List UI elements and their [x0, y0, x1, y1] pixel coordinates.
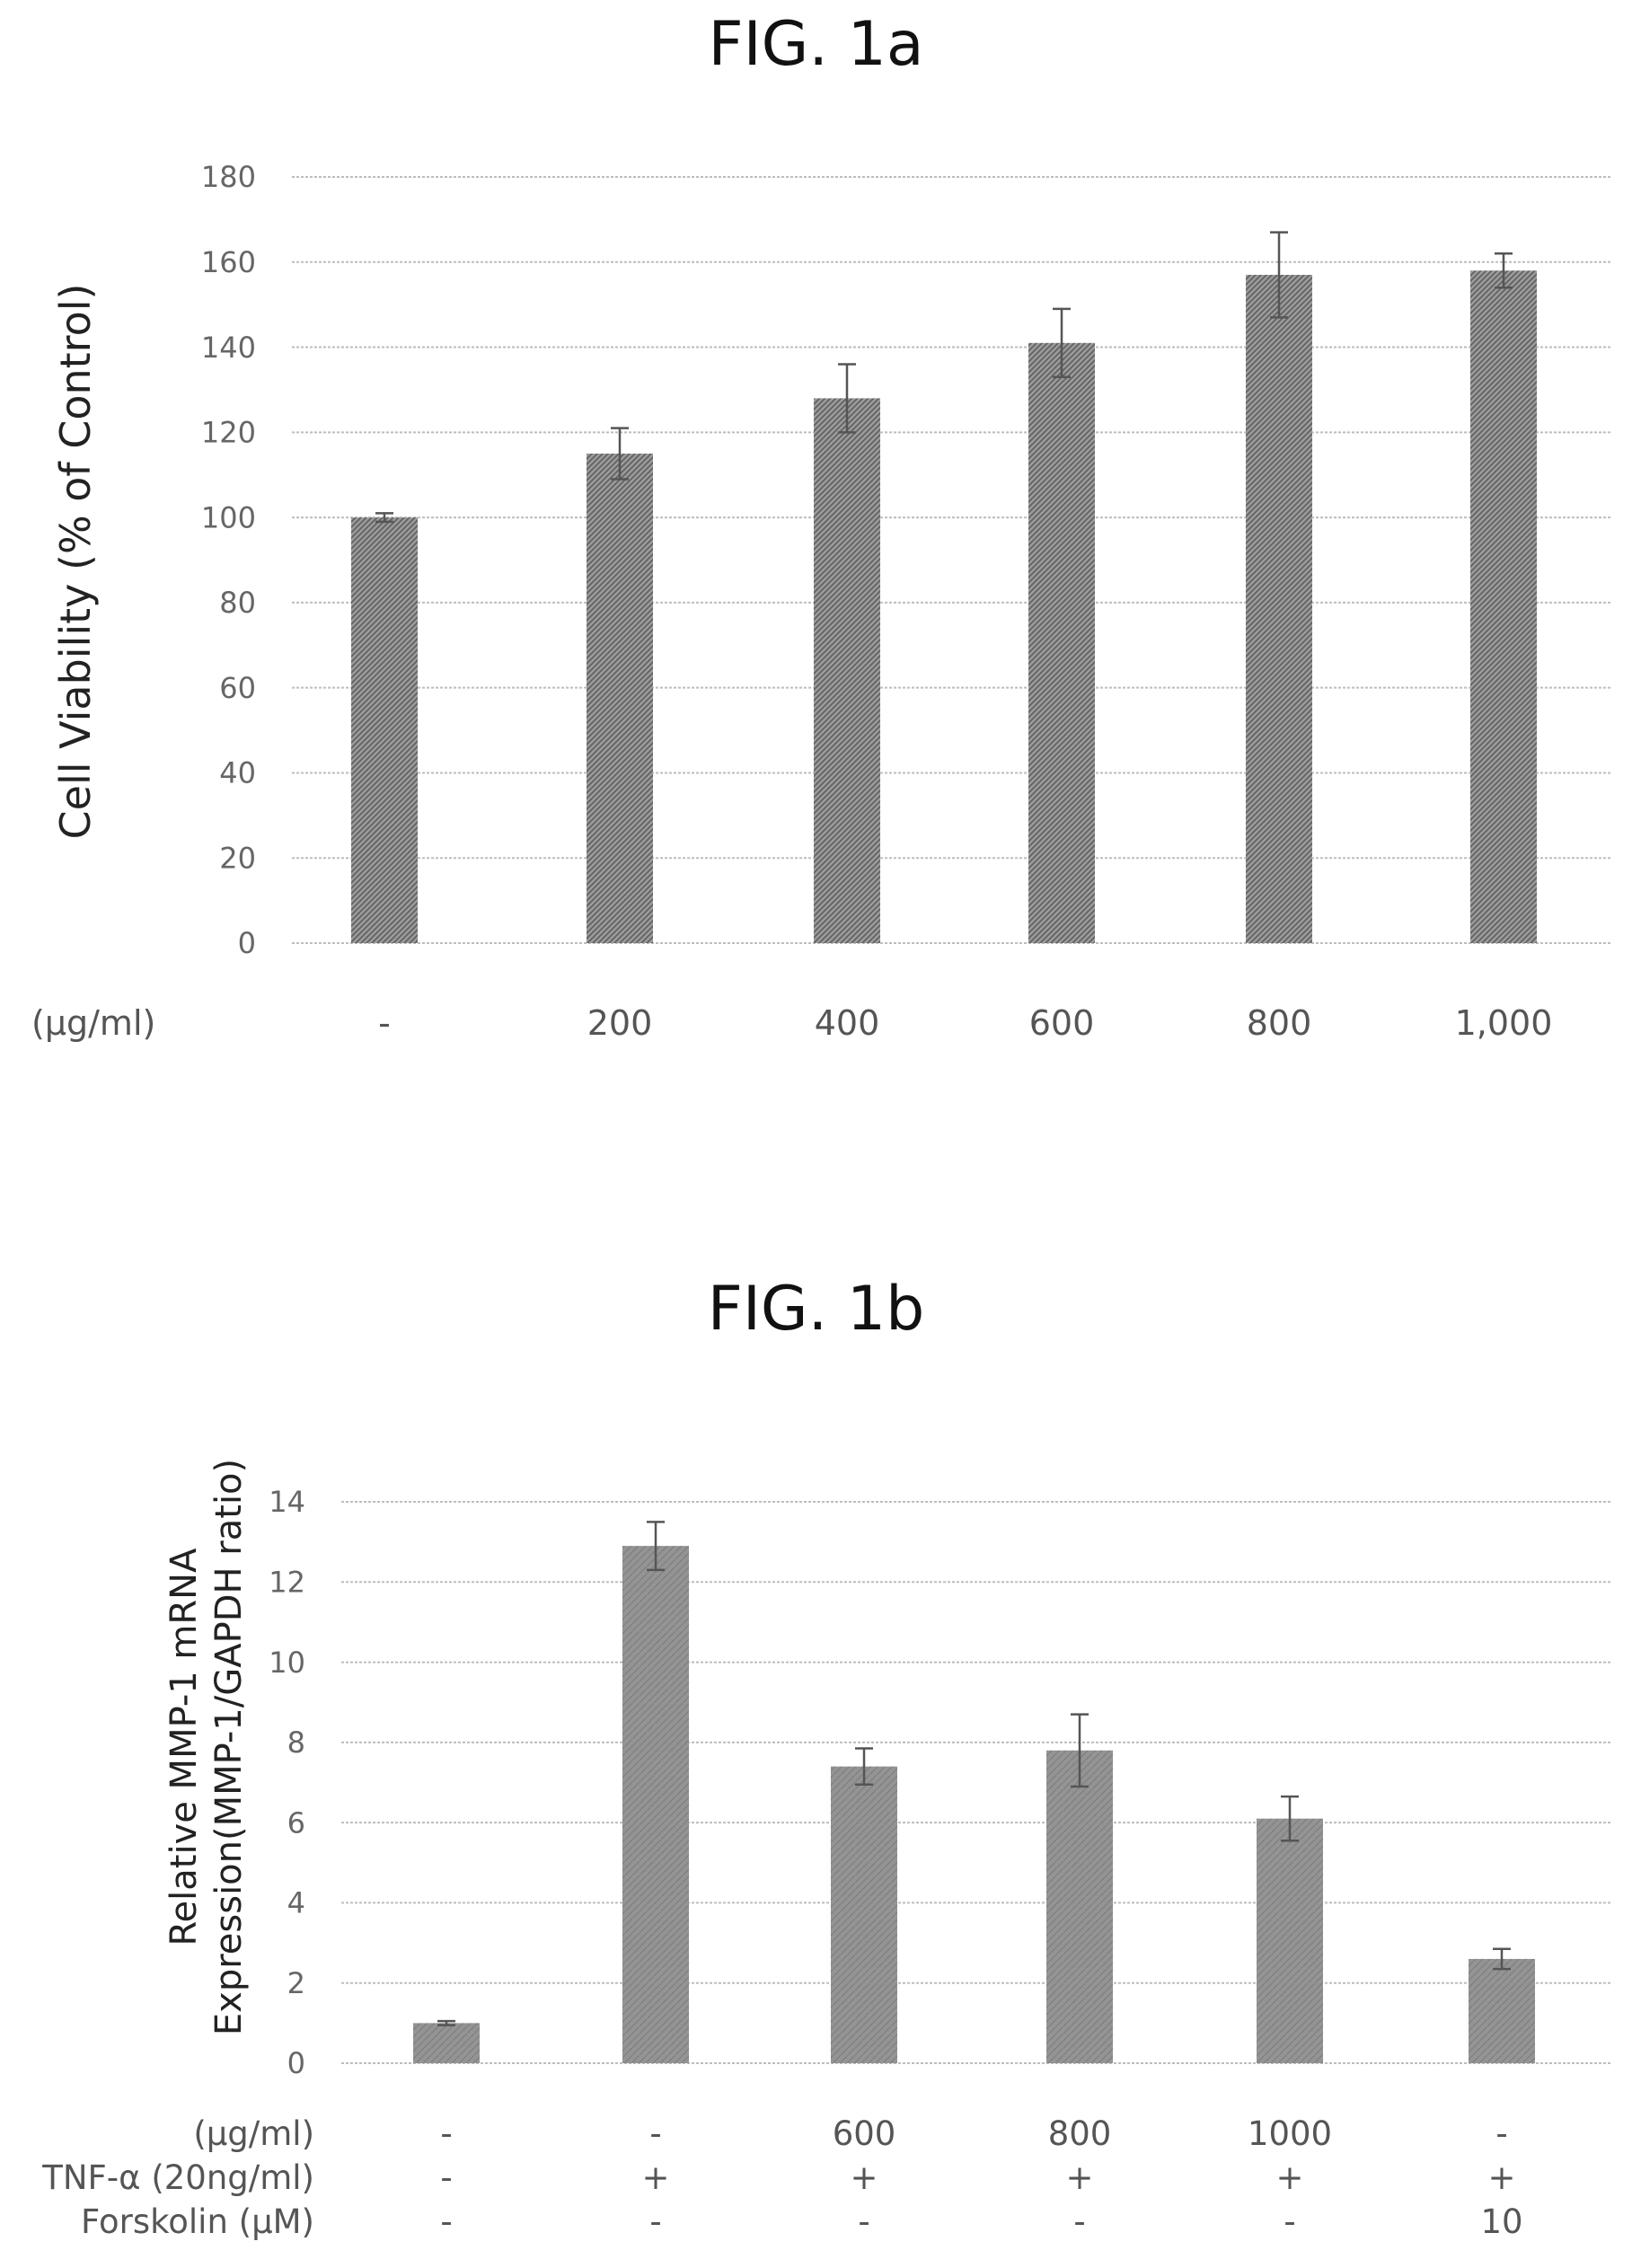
y-tick-label: 100: [201, 500, 256, 534]
condition-value: -: [440, 2114, 452, 2153]
condition-value: 800: [1048, 2114, 1112, 2153]
cell-viability-chart: 0 20 40 60 80 100 120 140 160 180 - 200 400 600 800 1,0…: [31, 160, 1612, 1043]
x-tick-label: 1,000: [1455, 1003, 1553, 1043]
y-tick-label: 14: [269, 1485, 305, 1519]
bar: [831, 1766, 897, 2063]
y-axis-label: Cell Viability (% of Control): [51, 284, 100, 840]
x-tick-label: 200: [587, 1003, 653, 1043]
y-tick-label: 180: [201, 160, 256, 194]
y-tick-label: 4: [287, 1886, 305, 1920]
condition-value: 1000: [1248, 2114, 1332, 2153]
mmp1-expression-chart: 0 2 4 6 8 10 12 14 (μg/ml) - - 600 800 1000 - TNF-α (20…: [41, 1459, 1612, 2241]
x-tick-label: 400: [815, 1003, 880, 1043]
y-tick-label: 0: [287, 2046, 305, 2080]
condition-value: +: [850, 2158, 878, 2197]
y-tick-label: 6: [287, 1805, 305, 1840]
y-axis-label-line-1: Relative MMP-1 mRNA: [163, 1548, 205, 1946]
y-tick-label: 160: [201, 245, 256, 279]
y-tick-label: 80: [219, 586, 256, 620]
condition-value: -: [649, 2202, 661, 2241]
bar: [1046, 1750, 1113, 2063]
condition-value: -: [440, 2202, 452, 2241]
y-tick-label: 140: [201, 331, 256, 365]
bar: [622, 1546, 689, 2063]
y-tick-label: 20: [219, 841, 256, 875]
y-tick-label: 60: [219, 671, 256, 705]
condition-value: -: [1284, 2202, 1295, 2241]
condition-value: 600: [833, 2114, 896, 2153]
condition-value: -: [858, 2202, 869, 2241]
condition-value: -: [1495, 2114, 1507, 2153]
bar: [1470, 270, 1537, 943]
figure-1a-title: FIG. 1a: [708, 9, 924, 80]
condition-value: +: [1275, 2158, 1303, 2197]
bar: [413, 2023, 480, 2063]
y-tick-label: 0: [238, 926, 256, 960]
y-tick-label: 40: [219, 756, 256, 790]
y-tick-label: 12: [269, 1565, 305, 1599]
bar: [1257, 1818, 1323, 2063]
bar: [351, 517, 418, 943]
y-tick-label: 10: [269, 1646, 305, 1680]
bar: [1028, 342, 1095, 944]
condition-value: 10: [1480, 2202, 1522, 2241]
condition-value: +: [1487, 2158, 1515, 2197]
bar: [814, 398, 880, 943]
condition-value: -: [1073, 2202, 1085, 2241]
bar: [1469, 1958, 1535, 2063]
x-tick-label: 800: [1247, 1003, 1312, 1043]
x-tick-label: -: [378, 1003, 391, 1043]
bar: [587, 454, 653, 943]
y-tick-label: 8: [287, 1725, 305, 1760]
condition-value: +: [1065, 2158, 1093, 2197]
x-tick-label: 600: [1029, 1003, 1095, 1043]
condition-row-label: Forskolin (μM): [81, 2202, 314, 2241]
figure-1b-title: FIG. 1b: [707, 1274, 925, 1345]
y-tick-label: 120: [201, 416, 256, 450]
y-tick-label: 2: [287, 1966, 305, 2000]
condition-value: +: [641, 2158, 669, 2197]
condition-row-label: (μg/ml): [193, 2114, 314, 2153]
y-axis-label-line-2: Expression(MMP-1/GAPDH ratio): [208, 1459, 250, 2035]
condition-value: -: [440, 2158, 452, 2197]
bar: [1246, 274, 1312, 943]
condition-row-label: TNF-α (20ng/ml): [41, 2158, 314, 2197]
condition-value: -: [649, 2114, 661, 2153]
x-axis-label: (μg/ml): [31, 1003, 155, 1043]
